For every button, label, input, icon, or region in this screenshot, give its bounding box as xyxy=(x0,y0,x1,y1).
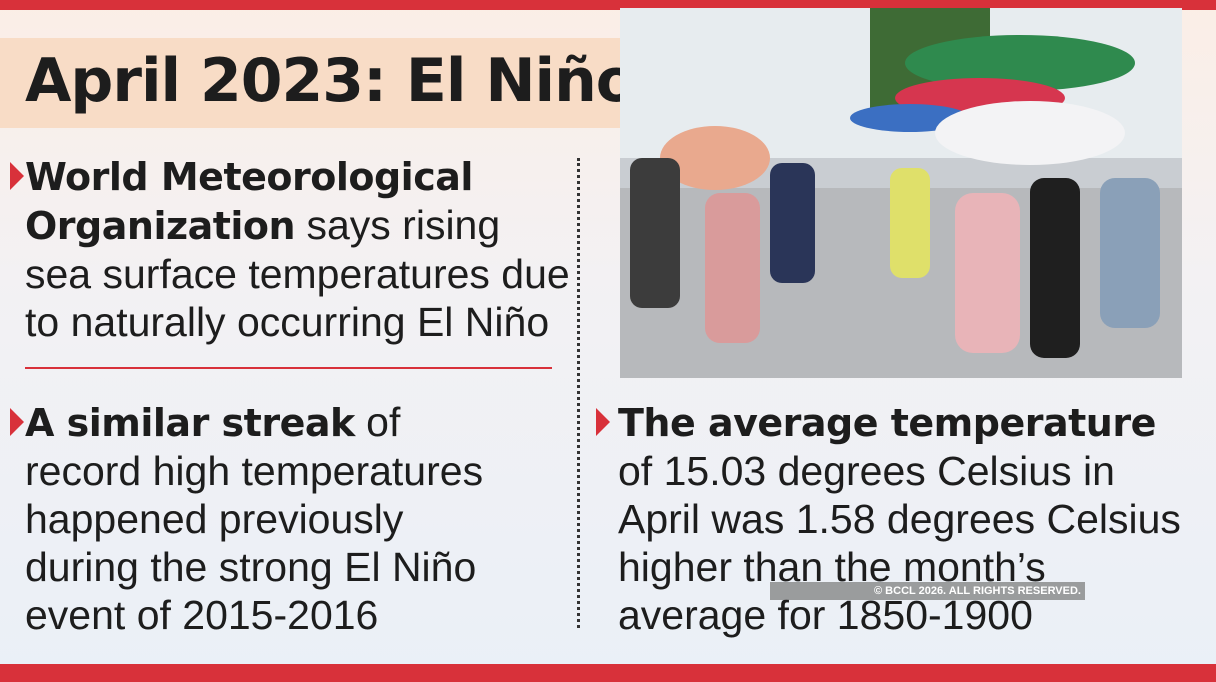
point: The average temperature of 15.03 degrees… xyxy=(618,398,1188,639)
divider xyxy=(25,367,552,369)
bullet-marker xyxy=(596,408,610,436)
top-strip xyxy=(0,0,1216,10)
point: A similar streak of record high temperat… xyxy=(25,398,525,639)
point-bold: The average temperature xyxy=(618,401,1156,445)
separator xyxy=(577,158,580,628)
bullet-marker xyxy=(10,162,24,190)
point: World Meteorological Organization says r… xyxy=(25,152,570,346)
copyright: © BCCL 2026. ALL RIGHTS RESERVED. xyxy=(770,582,1085,600)
photo xyxy=(620,8,1182,378)
bottom-strip xyxy=(0,664,1216,682)
bullet-marker xyxy=(10,408,24,436)
point-text: of record high temperatures happened pre… xyxy=(25,399,484,638)
point-text: of 15.03 degrees Celsius in April was 1.… xyxy=(618,448,1181,638)
point-bold: A similar streak xyxy=(25,401,355,445)
point-text: says rising sea surface temperatures due… xyxy=(25,202,570,345)
point-bold: World Meteorological Organization xyxy=(25,155,473,248)
